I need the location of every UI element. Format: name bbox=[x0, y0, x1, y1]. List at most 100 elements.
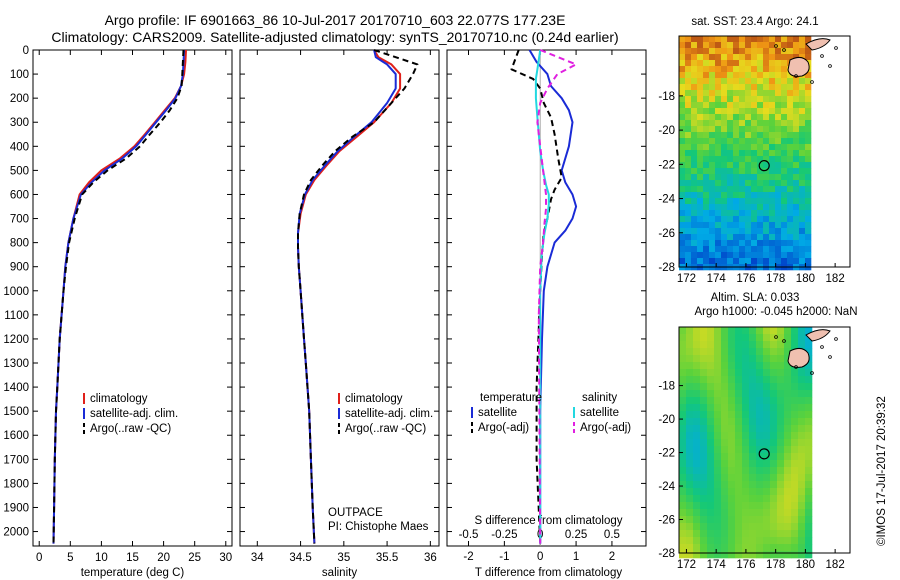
sst-map-cell bbox=[679, 192, 686, 199]
sst-map-cell bbox=[751, 138, 758, 145]
sst-map-cell bbox=[703, 114, 710, 121]
sst-map-cell bbox=[799, 192, 806, 199]
sst-map-cell bbox=[799, 150, 806, 157]
sla-map-cell bbox=[693, 453, 701, 461]
sst-map-land-vitilevu bbox=[787, 56, 810, 77]
sla-map-cell bbox=[798, 523, 806, 531]
sst-map-cell bbox=[793, 228, 800, 235]
sla-map-cell bbox=[791, 383, 799, 391]
sla-map-cell bbox=[763, 418, 771, 426]
sst-map-cell bbox=[721, 198, 728, 205]
sla-map-cell bbox=[784, 369, 792, 377]
sla-map-cell bbox=[777, 544, 785, 552]
sst-map-cell bbox=[685, 246, 692, 253]
sst-map-cell bbox=[805, 138, 812, 145]
sst-map-cell bbox=[715, 192, 722, 199]
sla-map-cell bbox=[721, 432, 729, 440]
sla-map-cell bbox=[791, 544, 799, 552]
sla-map-cell bbox=[798, 397, 806, 405]
sla-map-cell bbox=[728, 495, 736, 503]
sla-map-cell bbox=[777, 537, 785, 545]
sst-map-cell bbox=[733, 78, 740, 85]
sla-map-cell bbox=[777, 411, 785, 419]
sla-map-cell bbox=[749, 355, 757, 363]
sst-map-cell bbox=[787, 96, 794, 103]
sla-map-cell bbox=[707, 376, 715, 384]
sst-map-cell bbox=[679, 246, 686, 253]
temperature-ytick-label: 700 bbox=[10, 214, 29, 226]
sla-map-cell bbox=[749, 523, 757, 531]
sst-map-cell bbox=[709, 126, 716, 133]
sst-map-cell bbox=[697, 144, 704, 151]
sla-map-cell bbox=[679, 425, 687, 433]
sst-map-cell bbox=[751, 54, 758, 61]
sst-map-cell bbox=[679, 54, 686, 61]
sla-map-cell bbox=[714, 404, 722, 412]
sst-map-cell bbox=[703, 156, 710, 163]
sst-map-cell bbox=[697, 78, 704, 85]
sst-map-cell bbox=[787, 180, 794, 187]
difference-s-tick-label: 0.5 bbox=[604, 529, 620, 541]
sla-map-cell bbox=[693, 502, 701, 510]
sla-map-cell bbox=[763, 481, 771, 489]
sst-map-cell bbox=[709, 54, 716, 61]
sla-map-cell bbox=[784, 362, 792, 370]
sla-map-cell bbox=[714, 530, 722, 538]
sst-map-cell bbox=[739, 126, 746, 133]
sst-map-ytick-label: -24 bbox=[658, 194, 675, 206]
sst-map-cell bbox=[679, 156, 686, 163]
sla-map-cell bbox=[791, 439, 799, 447]
sla-map-cell bbox=[693, 355, 701, 363]
sst-map-cell bbox=[709, 192, 716, 199]
temperature-xtick-label: 25 bbox=[188, 552, 201, 564]
sst-map-cell bbox=[709, 156, 716, 163]
sst-map-cell bbox=[685, 144, 692, 151]
sst-map-cell bbox=[799, 252, 806, 259]
sst-map-cell bbox=[685, 42, 692, 49]
sst-map-cell bbox=[679, 108, 686, 115]
sla-map-cell bbox=[679, 509, 687, 517]
sla-map-cell bbox=[770, 446, 778, 454]
sst-map-cell bbox=[745, 108, 752, 115]
sst-map-cell bbox=[751, 72, 758, 79]
sla-map-cell bbox=[749, 390, 757, 398]
sst-map-cell bbox=[727, 138, 734, 145]
sla-map-cell bbox=[728, 481, 736, 489]
sst-map-cell bbox=[757, 192, 764, 199]
sla-map-cell bbox=[735, 348, 743, 356]
sla-map-cell bbox=[735, 355, 743, 363]
sst-map-cell bbox=[709, 186, 716, 193]
sla-map-cell bbox=[686, 453, 694, 461]
sla-map-cell bbox=[735, 502, 743, 510]
sla-map-cell bbox=[784, 474, 792, 482]
sst-map-cell bbox=[733, 240, 740, 247]
sla-map-cell bbox=[791, 495, 799, 503]
sla-map-cell bbox=[693, 404, 701, 412]
sst-map-cell bbox=[751, 252, 758, 259]
sst-map-cell bbox=[745, 60, 752, 67]
sla-map-cell bbox=[707, 425, 715, 433]
sst-map-xtick-label: 178 bbox=[766, 273, 785, 285]
sla-map-cell bbox=[728, 425, 736, 433]
sla-map-cell bbox=[756, 446, 764, 454]
sla-map-cell bbox=[805, 369, 813, 377]
sla-map-cell bbox=[742, 341, 750, 349]
sst-map-cell bbox=[757, 246, 764, 253]
sst-map-cell bbox=[733, 114, 740, 121]
sst-map-cell bbox=[727, 258, 734, 265]
sst-map-cell bbox=[757, 72, 764, 79]
sla-map-cell bbox=[721, 481, 729, 489]
sst-map-cell bbox=[721, 66, 728, 73]
sst-map-cell bbox=[709, 96, 716, 103]
sst-map-cell bbox=[697, 252, 704, 259]
sst-map-cell bbox=[799, 42, 806, 49]
sst-map-cell bbox=[799, 168, 806, 175]
sla-map-cell bbox=[770, 334, 778, 342]
sst-map-cell bbox=[769, 36, 776, 43]
sla-map-cell bbox=[742, 530, 750, 538]
sst-map-cell bbox=[727, 156, 734, 163]
sst-map-cell bbox=[781, 234, 788, 241]
sst-map-cell bbox=[769, 126, 776, 133]
sla-map-cell bbox=[693, 474, 701, 482]
sla-map-cell bbox=[763, 530, 771, 538]
